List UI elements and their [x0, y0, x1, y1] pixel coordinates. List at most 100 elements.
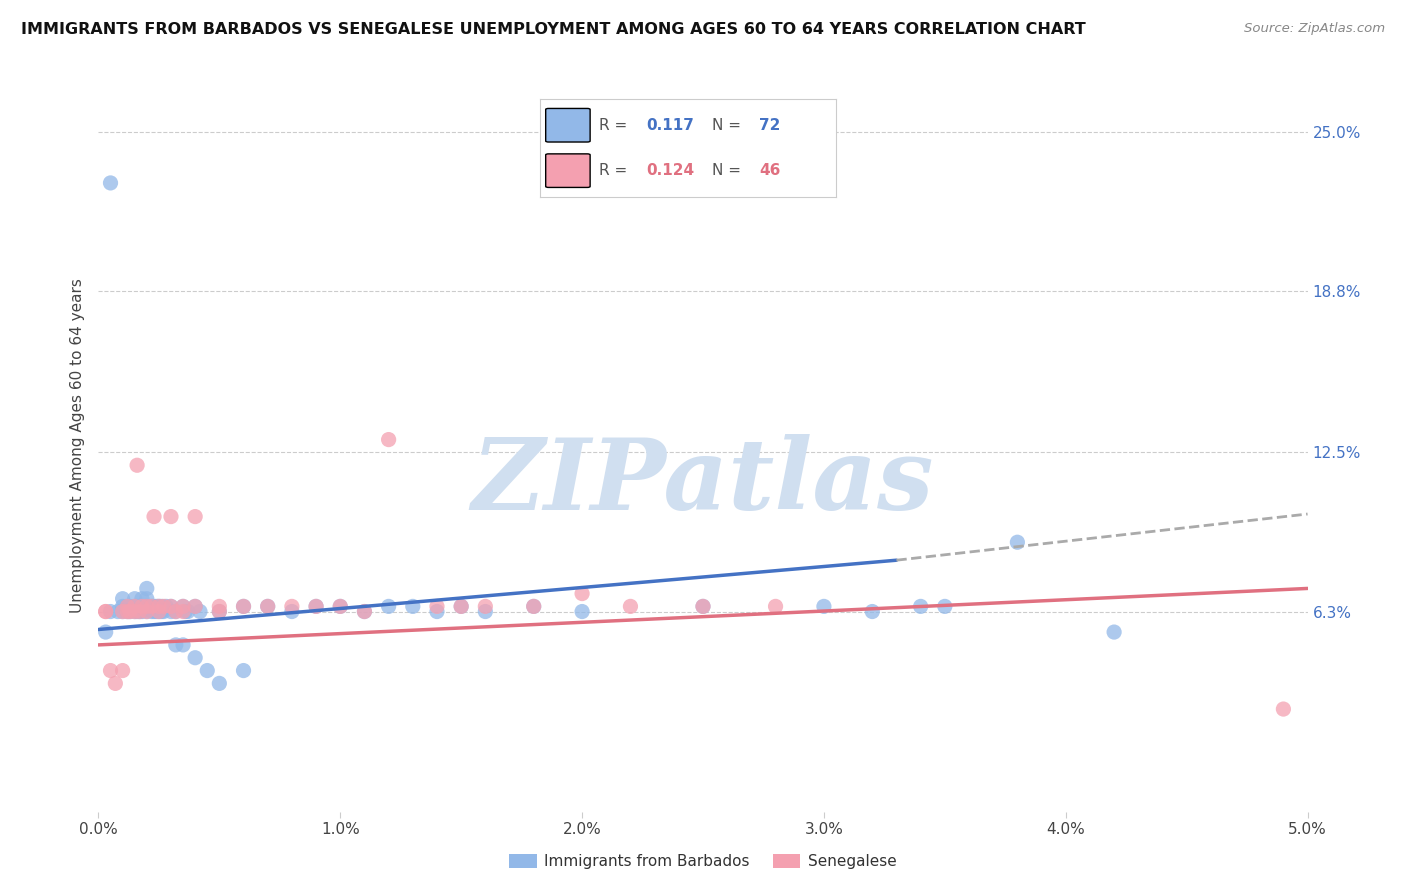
- Point: [100, 664, 122, 678]
- Point: [160, 599, 183, 614]
- Point: [117, 605, 139, 619]
- Point: [184, 599, 207, 614]
- Text: ZIPatlas: ZIPatlas: [472, 434, 934, 531]
- Y-axis label: Unemployment Among Ages 60 to 64 years: Unemployment Among Ages 60 to 64 years: [69, 278, 84, 614]
- Point: [117, 599, 139, 614]
- Point: [131, 591, 153, 606]
- Point: [118, 599, 141, 614]
- Point: [135, 599, 157, 614]
- Point: [135, 591, 157, 606]
- Point: [150, 605, 173, 619]
- Point: [256, 599, 278, 614]
- Point: [329, 599, 352, 614]
- Point: [426, 599, 449, 614]
- Point: [402, 599, 425, 614]
- Point: [104, 676, 127, 690]
- Point: [111, 605, 134, 619]
- Point: [145, 599, 167, 614]
- Point: [124, 599, 146, 614]
- Point: [765, 599, 787, 614]
- Point: [172, 605, 194, 619]
- Point: [124, 605, 146, 619]
- Point: [934, 599, 956, 614]
- Point: [111, 664, 134, 678]
- Text: IMMIGRANTS FROM BARBADOS VS SENEGALESE UNEMPLOYMENT AMONG AGES 60 TO 64 YEARS CO: IMMIGRANTS FROM BARBADOS VS SENEGALESE U…: [21, 22, 1085, 37]
- Point: [100, 605, 122, 619]
- Point: [256, 599, 278, 614]
- Point: [232, 599, 254, 614]
- Point: [124, 591, 146, 606]
- Point: [141, 599, 163, 614]
- Point: [353, 605, 375, 619]
- Point: [450, 599, 472, 614]
- Point: [160, 605, 183, 619]
- Point: [571, 605, 593, 619]
- Point: [128, 605, 150, 619]
- Point: [232, 664, 254, 678]
- Point: [184, 650, 207, 665]
- Point: [474, 605, 496, 619]
- Point: [118, 605, 141, 619]
- Point: [94, 625, 117, 640]
- Point: [111, 591, 134, 606]
- Point: [165, 605, 187, 619]
- Point: [813, 599, 835, 614]
- Point: [148, 605, 170, 619]
- Point: [94, 605, 117, 619]
- Point: [172, 599, 194, 614]
- Point: [165, 638, 187, 652]
- Point: [135, 605, 157, 619]
- Point: [184, 509, 207, 524]
- Legend: Immigrants from Barbados, Senegalese: Immigrants from Barbados, Senegalese: [503, 848, 903, 875]
- Point: [474, 599, 496, 614]
- Point: [124, 599, 146, 614]
- Point: [118, 605, 141, 619]
- Point: [377, 433, 399, 447]
- Point: [111, 599, 134, 614]
- Point: [117, 605, 139, 619]
- Point: [135, 582, 157, 596]
- Point: [152, 605, 174, 619]
- Point: [94, 605, 117, 619]
- Point: [281, 605, 304, 619]
- Point: [305, 599, 328, 614]
- Point: [860, 605, 883, 619]
- Point: [148, 599, 170, 614]
- Point: [150, 599, 173, 614]
- Point: [172, 638, 194, 652]
- Point: [128, 605, 150, 619]
- Point: [177, 605, 200, 619]
- Point: [141, 605, 163, 619]
- Point: [329, 599, 352, 614]
- Point: [117, 599, 139, 614]
- Point: [143, 599, 166, 614]
- Point: [571, 586, 593, 600]
- Point: [165, 605, 187, 619]
- Point: [353, 605, 375, 619]
- Point: [208, 676, 231, 690]
- Point: [377, 599, 399, 614]
- Point: [135, 605, 157, 619]
- Point: [1102, 625, 1125, 640]
- Point: [450, 599, 472, 614]
- Point: [128, 599, 150, 614]
- Point: [692, 599, 714, 614]
- Point: [232, 599, 254, 614]
- Point: [148, 599, 170, 614]
- Point: [127, 605, 149, 619]
- Point: [426, 605, 449, 619]
- Point: [1272, 702, 1295, 716]
- Point: [281, 599, 304, 614]
- Point: [143, 605, 166, 619]
- Point: [172, 599, 194, 614]
- Point: [131, 599, 153, 614]
- Point: [155, 599, 177, 614]
- Point: [619, 599, 641, 614]
- Point: [910, 599, 932, 614]
- Point: [143, 509, 166, 524]
- Point: [208, 599, 231, 614]
- Point: [692, 599, 714, 614]
- Point: [184, 599, 207, 614]
- Point: [523, 599, 546, 614]
- Point: [148, 605, 170, 619]
